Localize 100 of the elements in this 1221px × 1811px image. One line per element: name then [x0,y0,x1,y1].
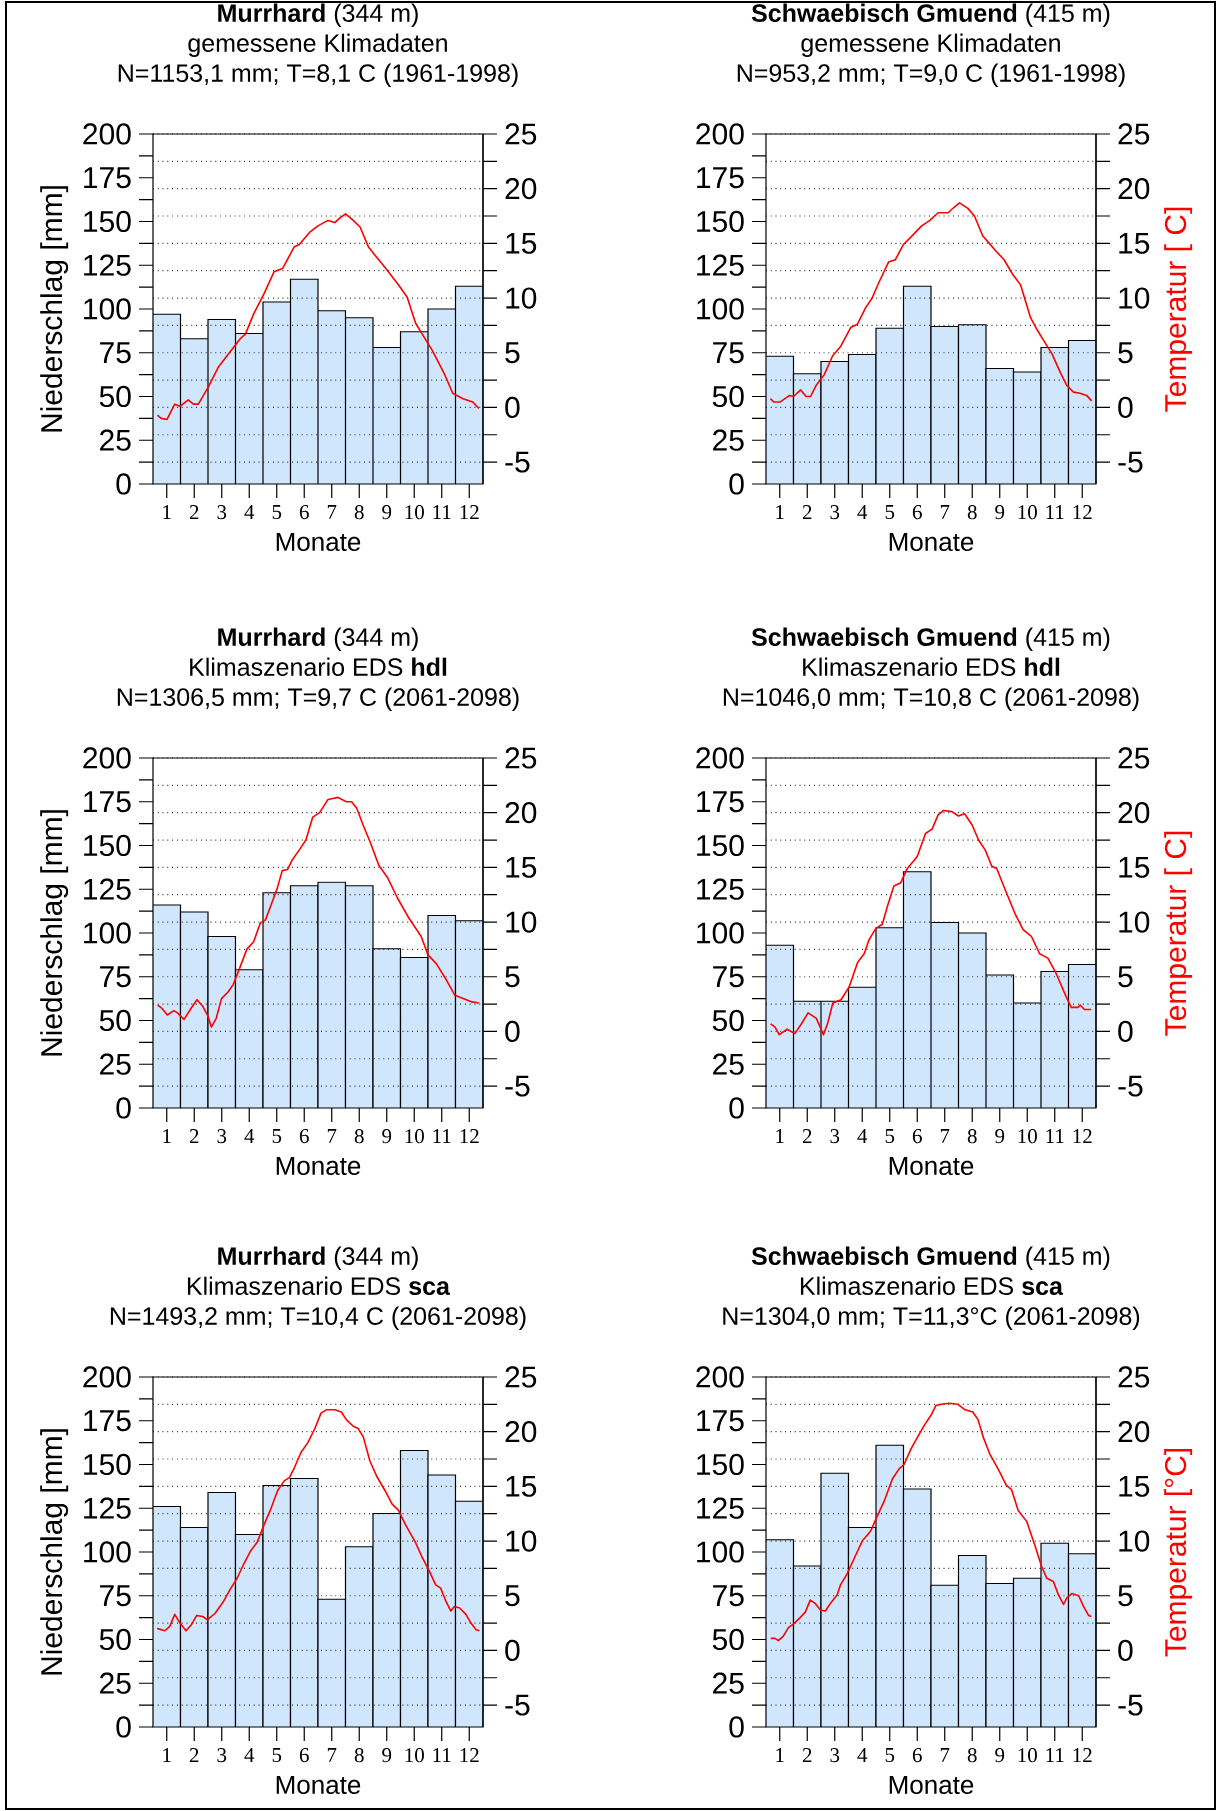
x-tick-label: 10 [405,1129,424,1144]
y-tick-label: 125 [697,254,744,276]
line-series [156,213,480,421]
x-tick-label: 10 [405,505,424,520]
y2-tick-label: 20 [1118,802,1150,824]
x-tick-label: 10 [1018,505,1037,520]
y-tick-label: 100 [697,298,744,320]
x-tick-label: 9 [995,1129,1005,1144]
x-tick-label: 6 [299,505,309,520]
x-tick-label: 12 [460,1129,479,1143]
y-tick-label: 175 [84,167,131,189]
y-tick-label: 75 [100,342,131,364]
x-tick-label: 3 [217,505,227,520]
x-tick-label: 7 [940,505,950,519]
x-tick-label: 8 [354,1748,364,1763]
y-tick-label: 50 [712,1009,744,1032]
y2-tick-label: 10 [1119,911,1150,933]
chart-title: Murrhard (344 m) [218,627,418,651]
x-axis-title: Monate [276,1156,361,1176]
y2-tick-label: 20 [505,802,537,824]
y-tick-label: 150 [697,210,744,233]
y2-tick-label: 10 [506,911,537,933]
y-tick-label: 200 [83,747,131,769]
y2-tick-label: 5 [505,1585,520,1607]
x-tick-label: 2 [802,1748,812,1762]
x-tick-label: 9 [995,1748,1005,1763]
y2-axis-title: Temperatur [ C] [1164,831,1193,1036]
y2-tick-label: -5 [1118,1694,1143,1716]
y-tick-label: 150 [84,210,131,233]
text: N=1046,0 mm; T=10,8 C (2061-2098) [723,687,1139,711]
y2-tick-label: 0 [505,1020,520,1043]
y-tick-label: 200 [696,123,744,145]
y-tick-label: 200 [83,1366,131,1388]
x-axis-title: Monate [889,1156,974,1176]
x-tick-label: 5 [272,1129,282,1144]
y-tick-label: 75 [100,966,131,988]
x-tick-label: 12 [460,505,479,519]
x-tick-label: 3 [830,505,840,520]
y2-tick-label: 0 [1118,1639,1133,1662]
y-tick-label: 150 [697,1453,744,1476]
x-tick-label: 1 [163,505,171,519]
y-tick-label: 150 [84,834,131,857]
x-tick-label: 4 [244,1748,255,1762]
y2-tick-label: 0 [1118,1020,1133,1043]
x-tick-label: 10 [1018,1748,1037,1763]
y-tick-label: 0 [729,1716,744,1738]
x-tick-label: 9 [382,505,392,520]
x-tick-label: 2 [802,1129,812,1143]
x-tick-label: 10 [1018,1129,1037,1144]
y2-tick-label: 5 [505,966,520,988]
x-tick-label: 3 [217,1129,227,1144]
chart-subtitle: Klimaszenario EDS sca [187,1276,451,1295]
x-tick-label: 5 [272,1748,282,1763]
chart-title: Schwaebisch Gmuend (415 m) [751,1246,1110,1270]
y2-tick-label: 15 [1119,856,1150,878]
text: N=1153,1 mm; T=8,1 C (1961-1998) [118,63,518,87]
x-tick-label: 1 [776,1129,784,1143]
y2-tick-label: -5 [505,451,530,473]
x-tick-label: 5 [885,1129,895,1144]
x-tick-label: 11 [433,505,451,519]
y-tick-label: 75 [100,1585,131,1607]
y2-tick-label: 15 [1119,1475,1150,1497]
y-tick-label: 200 [83,123,131,145]
x-tick-label: 10 [405,1748,424,1763]
y-tick-label: 25 [100,429,131,451]
y2-tick-label: 0 [1118,396,1133,419]
x-tick-label: 9 [382,1129,392,1144]
x-tick-label: 11 [1046,505,1064,519]
y2-tick-label: 15 [506,1475,537,1497]
y-axis-title: Niederschlag [mm] [40,810,69,1056]
y-tick-label: 25 [713,429,744,451]
x-tick-label: 2 [189,1748,199,1762]
y-tick-label: 100 [84,1541,131,1563]
y-tick-label: 100 [697,922,744,944]
x-tick-label: 8 [967,1748,977,1763]
x-tick-label: 4 [244,1129,255,1143]
y-tick-label: 175 [697,1410,744,1432]
y2-axis-title: Temperatur [ C] [1164,207,1193,412]
y-tick-label: 125 [697,1497,744,1519]
y-tick-label: 125 [697,878,744,900]
y-tick-label: 175 [697,791,744,813]
y2-tick-label: 25 [505,123,537,145]
y2-tick-label: -5 [505,1075,530,1097]
y2-tick-label: 15 [506,856,537,878]
line-series [769,202,1093,403]
y2-tick-label: 0 [505,396,520,419]
y2-tick-label: 15 [506,232,537,254]
text: N=1493,2 mm; T=10,4 C (2061-2098) [110,1306,526,1330]
y2-tick-label: 20 [1118,178,1150,200]
y-tick-label: 50 [99,1628,131,1651]
x-tick-label: 6 [299,1748,309,1763]
x-tick-label: 8 [354,505,364,520]
x-tick-label: 4 [857,505,868,519]
y2-tick-label: 10 [1119,1530,1150,1552]
x-tick-label: 1 [163,1748,171,1762]
y-axis-title: Niederschlag [mm] [40,1429,69,1675]
x-tick-label: 6 [912,505,922,520]
x-tick-label: 12 [1073,1129,1092,1143]
x-tick-label: 12 [1073,1748,1092,1762]
y2-tick-label: 25 [505,747,537,769]
